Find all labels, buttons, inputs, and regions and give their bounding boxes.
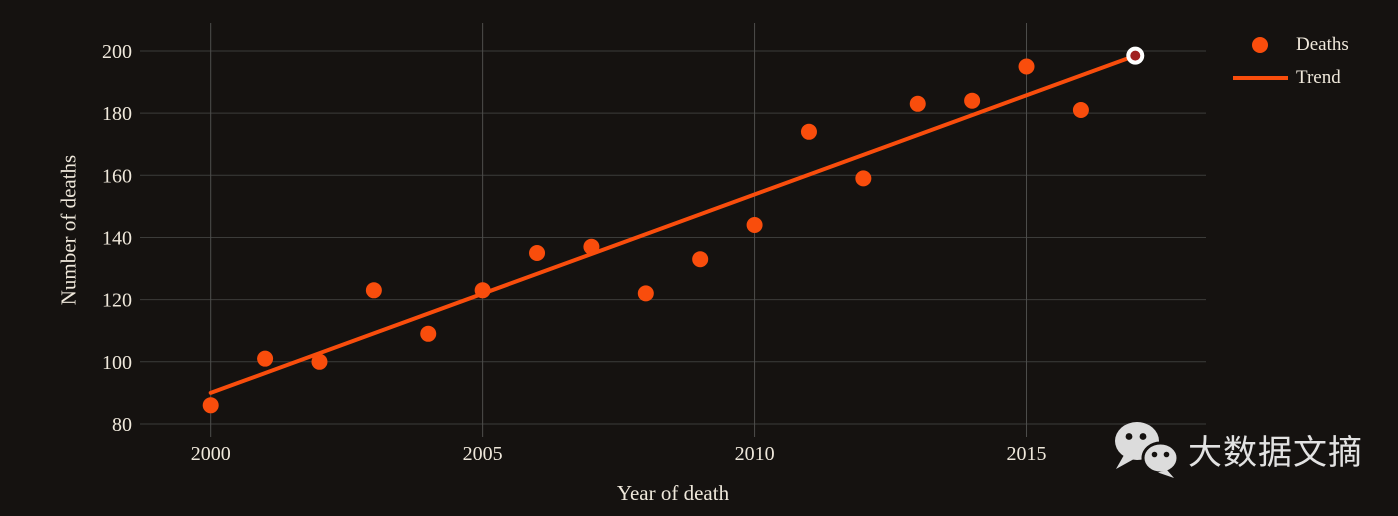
y-axis-title: Number of deaths	[56, 154, 81, 306]
legend-item-deaths[interactable]: Deaths	[1230, 33, 1349, 56]
data-point[interactable]	[855, 170, 872, 187]
data-point[interactable]	[529, 245, 546, 261]
x-tick-label: 2010	[735, 443, 775, 465]
data-point[interactable]	[746, 217, 763, 234]
y-tick-label: 160	[102, 165, 132, 187]
wechat-icon	[1115, 422, 1180, 478]
data-point[interactable]	[202, 397, 219, 414]
deaths-dot-icon	[1252, 36, 1268, 53]
endpoint-marker[interactable]	[1126, 46, 1145, 65]
deaths-marker-box	[1230, 36, 1290, 53]
trend-line[interactable]	[208, 53, 1138, 395]
legend: Deaths Trend	[1230, 33, 1349, 89]
x-tick-label: 2015	[1007, 443, 1047, 465]
data-point[interactable]	[964, 92, 981, 109]
y-tick-label: 180	[102, 103, 132, 125]
data-point[interactable]	[420, 325, 437, 342]
data-point[interactable]	[257, 350, 274, 367]
trend-marker-box	[1230, 75, 1290, 80]
x-tick-label: 2005	[463, 443, 503, 465]
legend-item-trend[interactable]: Trend	[1230, 66, 1349, 89]
data-point[interactable]	[692, 251, 709, 268]
y-tick-label: 120	[102, 290, 132, 312]
y-tick-label: 200	[102, 41, 132, 63]
watermark: 大数据文摘	[1112, 420, 1363, 478]
data-point[interactable]	[909, 95, 926, 112]
y-tick-label: 100	[102, 352, 132, 374]
data-point[interactable]	[800, 123, 817, 140]
data-point[interactable]	[637, 285, 654, 302]
y-tick-label: 80	[112, 414, 132, 436]
watermark-text: 大数据文摘	[1188, 433, 1363, 472]
legend-label-trend: Trend	[1296, 66, 1341, 88]
x-axis-title: Year of death	[616, 481, 730, 505]
legend-label-deaths: Deaths	[1296, 33, 1349, 55]
data-point[interactable]	[1072, 102, 1089, 119]
data-point[interactable]	[365, 282, 382, 299]
data-point[interactable]	[1018, 58, 1035, 75]
data-point[interactable]	[311, 353, 328, 370]
y-tick-label: 140	[102, 227, 132, 249]
trend-line-icon	[1232, 75, 1288, 80]
x-tick-label: 2000	[191, 443, 231, 465]
